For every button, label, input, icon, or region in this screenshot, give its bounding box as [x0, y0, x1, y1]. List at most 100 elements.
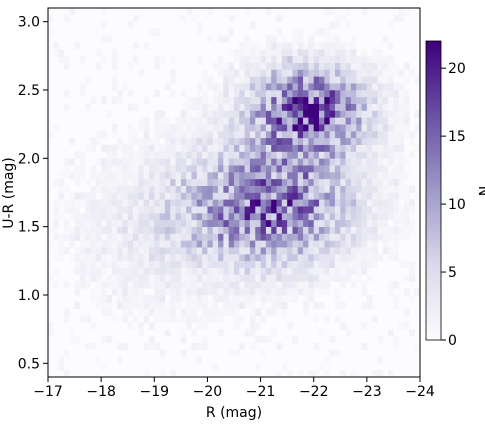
heatmap-cell: [334, 21, 341, 29]
heatmap-cell: [79, 240, 86, 248]
heatmap-cell: [334, 124, 341, 132]
heatmap-cell: [154, 124, 160, 132]
heatmap-cell: [409, 295, 415, 303]
heatmap-cell: [260, 199, 267, 207]
heatmap-cell: [287, 240, 293, 248]
heatmap-cell: [350, 213, 357, 221]
heatmap-cell: [212, 199, 219, 207]
heatmap-cell: [244, 301, 251, 309]
heatmap-cell: [212, 90, 219, 98]
heatmap-cell: [260, 247, 267, 255]
heatmap-cell: [74, 336, 81, 344]
heatmap-cell: [117, 172, 123, 180]
heatmap-cell: [340, 240, 346, 248]
heatmap-cell: [122, 267, 129, 275]
heatmap-cell: [345, 144, 352, 152]
heatmap-cell: [388, 288, 394, 296]
heatmap-cell: [79, 233, 86, 241]
heatmap-cell: [372, 192, 378, 200]
heatmap-cell: [255, 55, 261, 63]
heatmap-cell: [90, 172, 97, 180]
heatmap-cell: [324, 233, 330, 241]
heatmap-cell: [398, 226, 405, 234]
heatmap-cell: [106, 151, 113, 159]
heatmap-cell: [249, 206, 256, 214]
heatmap-cell: [111, 62, 118, 70]
heatmap-cell: [329, 336, 336, 344]
heatmap-cell: [287, 281, 293, 289]
heatmap-cell: [260, 62, 267, 70]
heatmap-cell: [249, 76, 256, 84]
heatmap-cell: [159, 247, 166, 255]
heatmap-cell: [361, 144, 368, 152]
heatmap-cell: [377, 137, 384, 145]
heatmap-cell: [143, 219, 150, 227]
heatmap-cell: [398, 8, 405, 16]
heatmap-cell: [404, 110, 410, 118]
heatmap-cell: [196, 178, 203, 186]
heatmap-cell: [244, 76, 251, 84]
heatmap-cell: [74, 301, 81, 309]
heatmap-cell: [143, 267, 150, 275]
heatmap-cell: [287, 96, 293, 104]
heatmap-cell: [260, 110, 267, 118]
heatmap-cell: [260, 69, 267, 77]
heatmap-cell: [313, 342, 320, 350]
heatmap-cell: [127, 144, 134, 152]
heatmap-cell: [361, 185, 368, 193]
x-tick-label: −24: [405, 384, 435, 400]
heatmap-cell: [212, 192, 219, 200]
heatmap-cell: [334, 35, 341, 43]
heatmap-cell: [287, 213, 293, 221]
heatmap-cell: [175, 233, 182, 241]
heatmap-cell: [170, 144, 176, 152]
heatmap-cell: [148, 295, 155, 303]
heatmap-cell: [281, 42, 288, 50]
heatmap-cell: [260, 219, 267, 227]
heatmap-cell: [372, 83, 378, 91]
heatmap-cell: [95, 240, 102, 248]
heatmap-cell: [249, 295, 256, 303]
heatmap-cell: [292, 42, 299, 50]
colorbar: [425, 40, 442, 341]
heatmap-cell: [106, 240, 113, 248]
heatmap-cell: [218, 62, 224, 70]
heatmap-cell: [196, 165, 203, 173]
heatmap-cell: [319, 42, 325, 50]
heatmap-cell: [297, 240, 304, 248]
heatmap-cell: [228, 199, 235, 207]
heatmap-cell: [313, 103, 320, 111]
heatmap-cell: [164, 178, 171, 186]
heatmap-cell: [297, 260, 304, 268]
heatmap-cell: [350, 260, 357, 268]
heatmap-cell: [122, 83, 129, 91]
heatmap-cell: [303, 267, 309, 275]
heatmap-cell: [265, 55, 272, 63]
heatmap-cell: [372, 124, 378, 132]
heatmap-cell: [207, 158, 214, 166]
heatmap-cell: [74, 288, 81, 296]
heatmap-cell: [393, 151, 400, 159]
heatmap-cell: [281, 83, 288, 91]
heatmap-cell: [234, 69, 240, 77]
heatmap-cell: [69, 240, 75, 248]
heatmap-cell: [334, 131, 341, 139]
heatmap-cell: [297, 28, 304, 36]
heatmap-cell: [170, 281, 176, 289]
heatmap-cell: [276, 274, 283, 282]
heatmap-cell: [260, 301, 267, 309]
heatmap-cell: [372, 62, 378, 70]
heatmap-cell: [180, 267, 187, 275]
heatmap-cell: [79, 83, 86, 91]
heatmap-cell: [212, 151, 219, 159]
heatmap-cell: [111, 172, 118, 180]
heatmap-cell: [329, 110, 336, 118]
heatmap-cell: [334, 213, 341, 221]
heatmap-cell: [319, 165, 325, 173]
heatmap-cell: [329, 137, 336, 145]
heatmap-cell: [223, 199, 229, 207]
heatmap-cell: [292, 151, 299, 159]
heatmap-cell: [398, 117, 405, 125]
heatmap-cell: [313, 281, 320, 289]
heatmap-cell: [276, 42, 283, 50]
